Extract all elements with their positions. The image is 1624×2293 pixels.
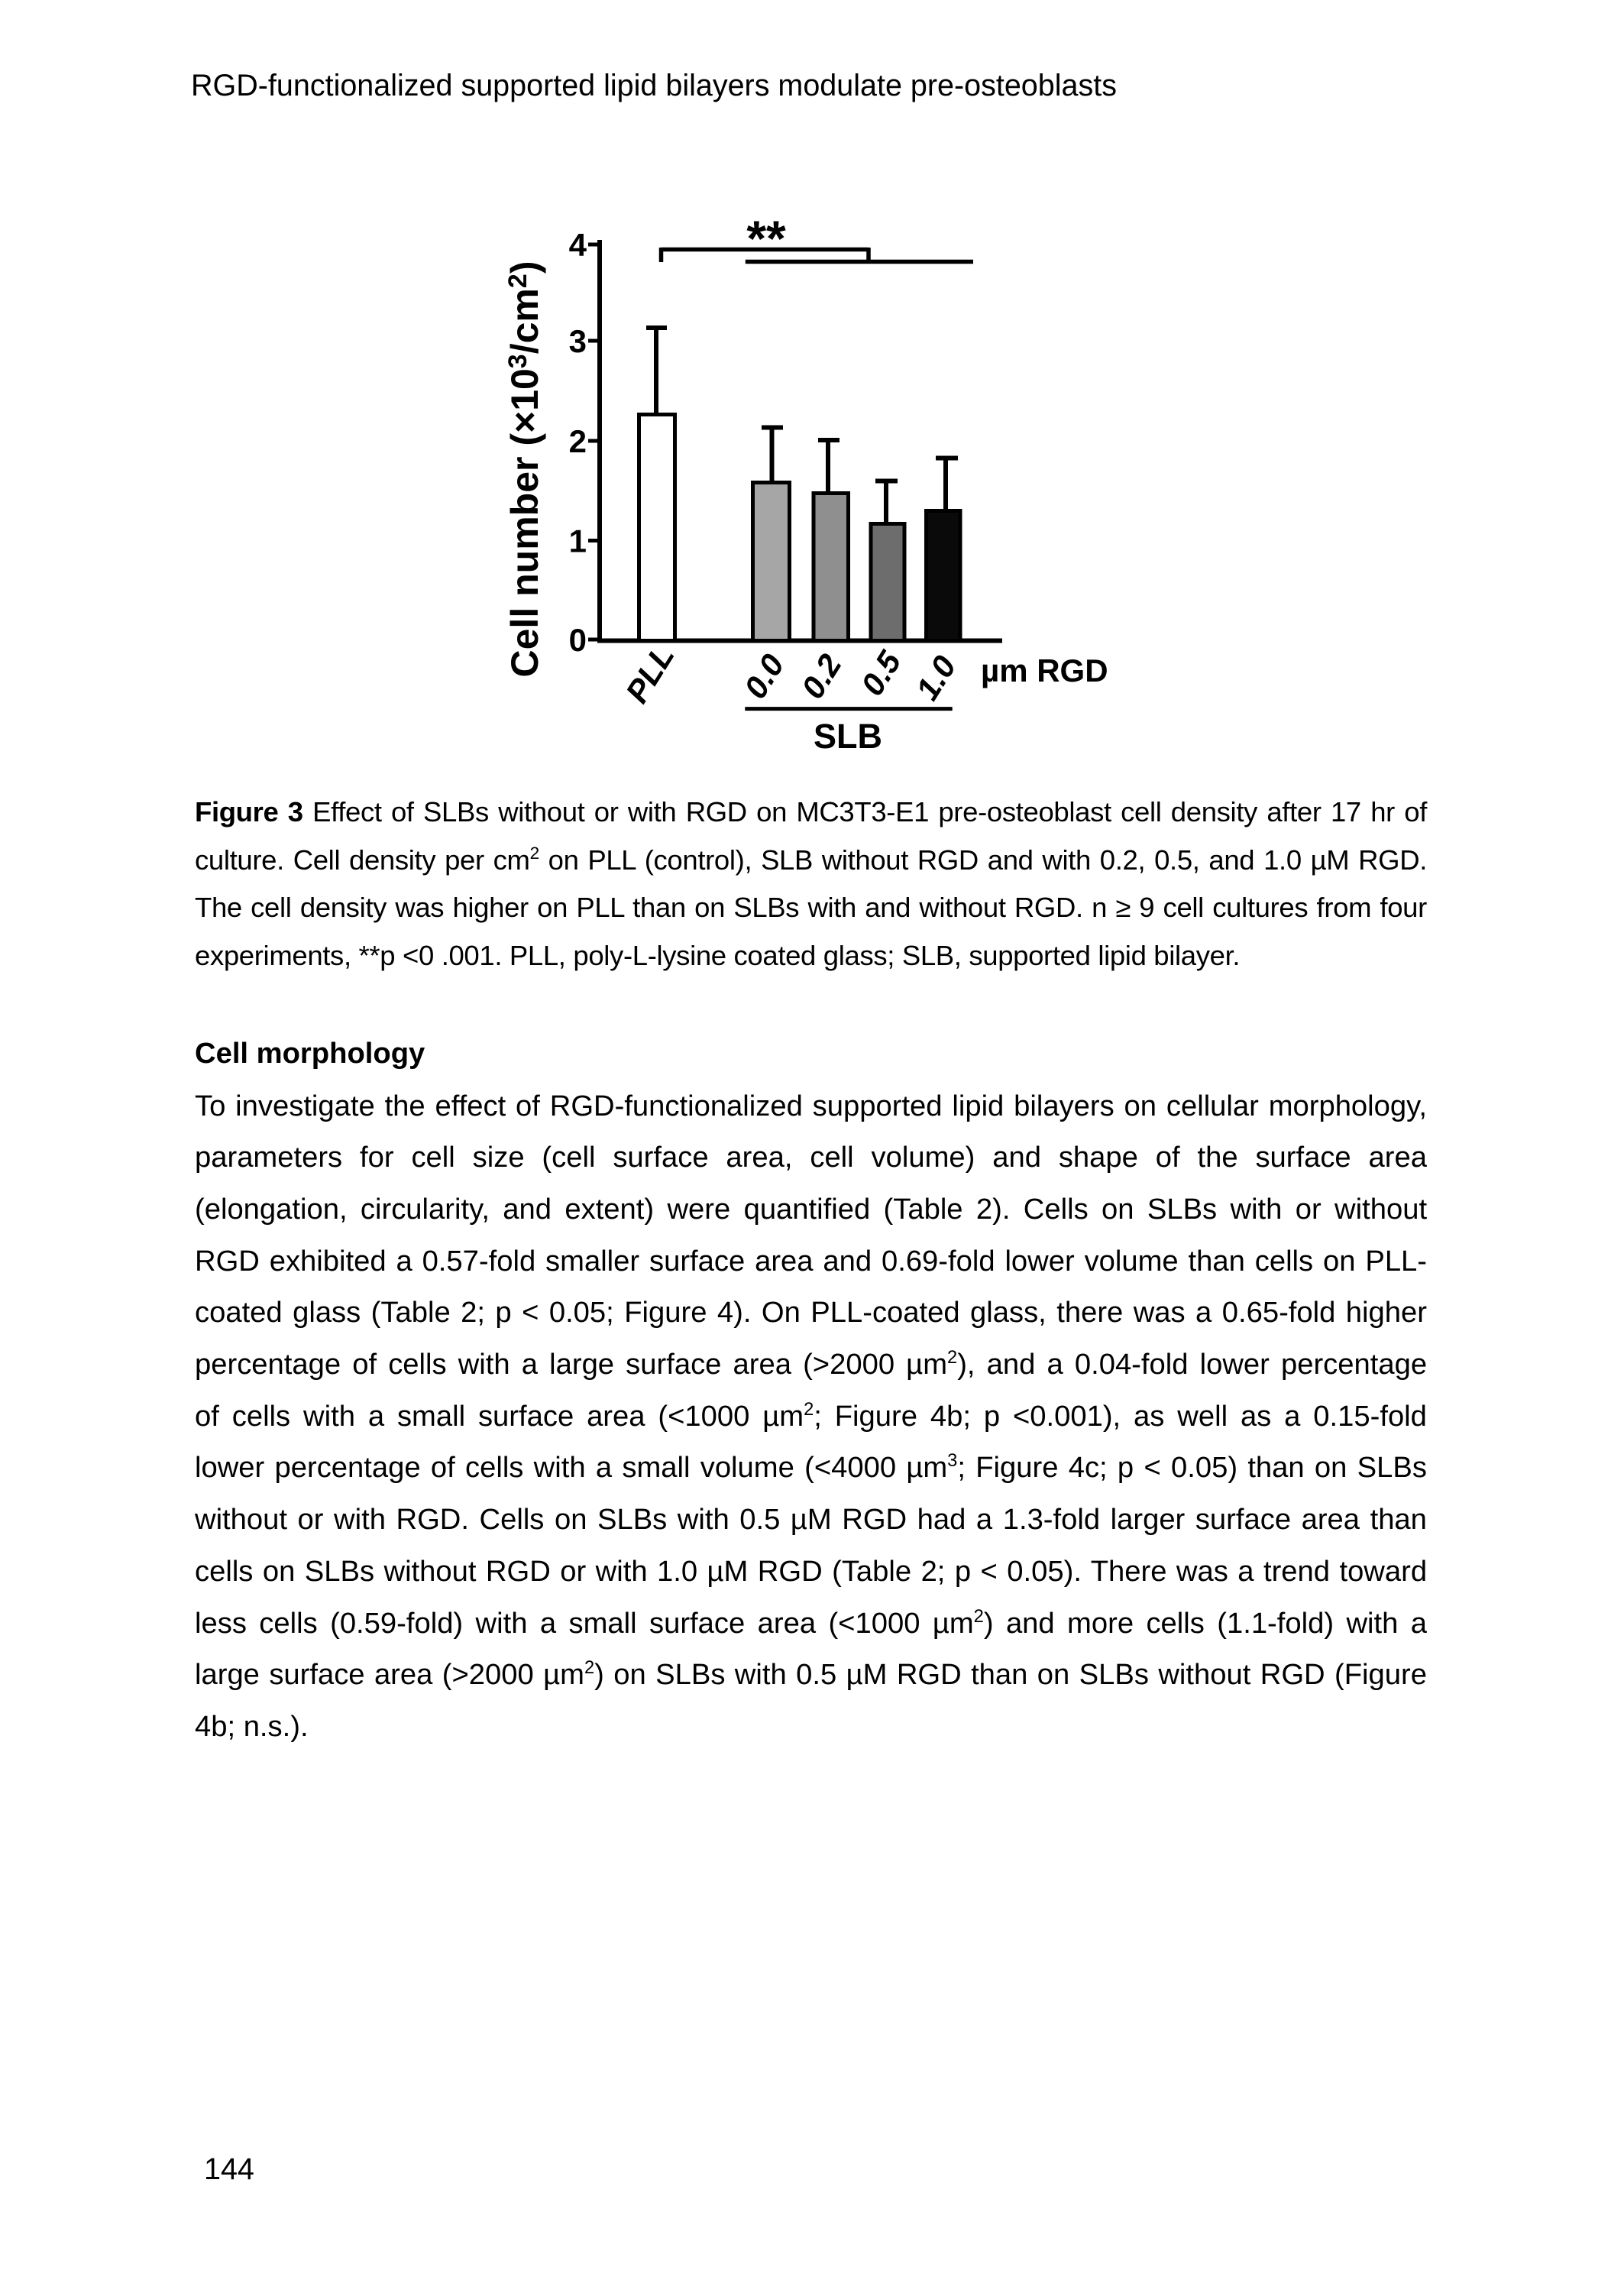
- svg-text:1.0: 1.0: [909, 649, 963, 706]
- svg-text:**: **: [746, 210, 786, 267]
- svg-text:SLB: SLB: [814, 717, 882, 756]
- svg-text:3: 3: [569, 323, 587, 359]
- svg-text:1: 1: [569, 523, 587, 559]
- svg-text:µm RGD: µm RGD: [981, 653, 1108, 688]
- svg-text:PLL: PLL: [619, 639, 681, 709]
- svg-text:0: 0: [569, 622, 587, 658]
- svg-text:4: 4: [569, 227, 587, 263]
- svg-text:0.0: 0.0: [737, 648, 791, 704]
- svg-text:2: 2: [569, 423, 587, 459]
- svg-text:0.5: 0.5: [854, 644, 908, 701]
- svg-text:Cell number (×103/cm2): Cell number (×103/cm2): [503, 261, 546, 678]
- svg-text:0.2: 0.2: [794, 648, 849, 704]
